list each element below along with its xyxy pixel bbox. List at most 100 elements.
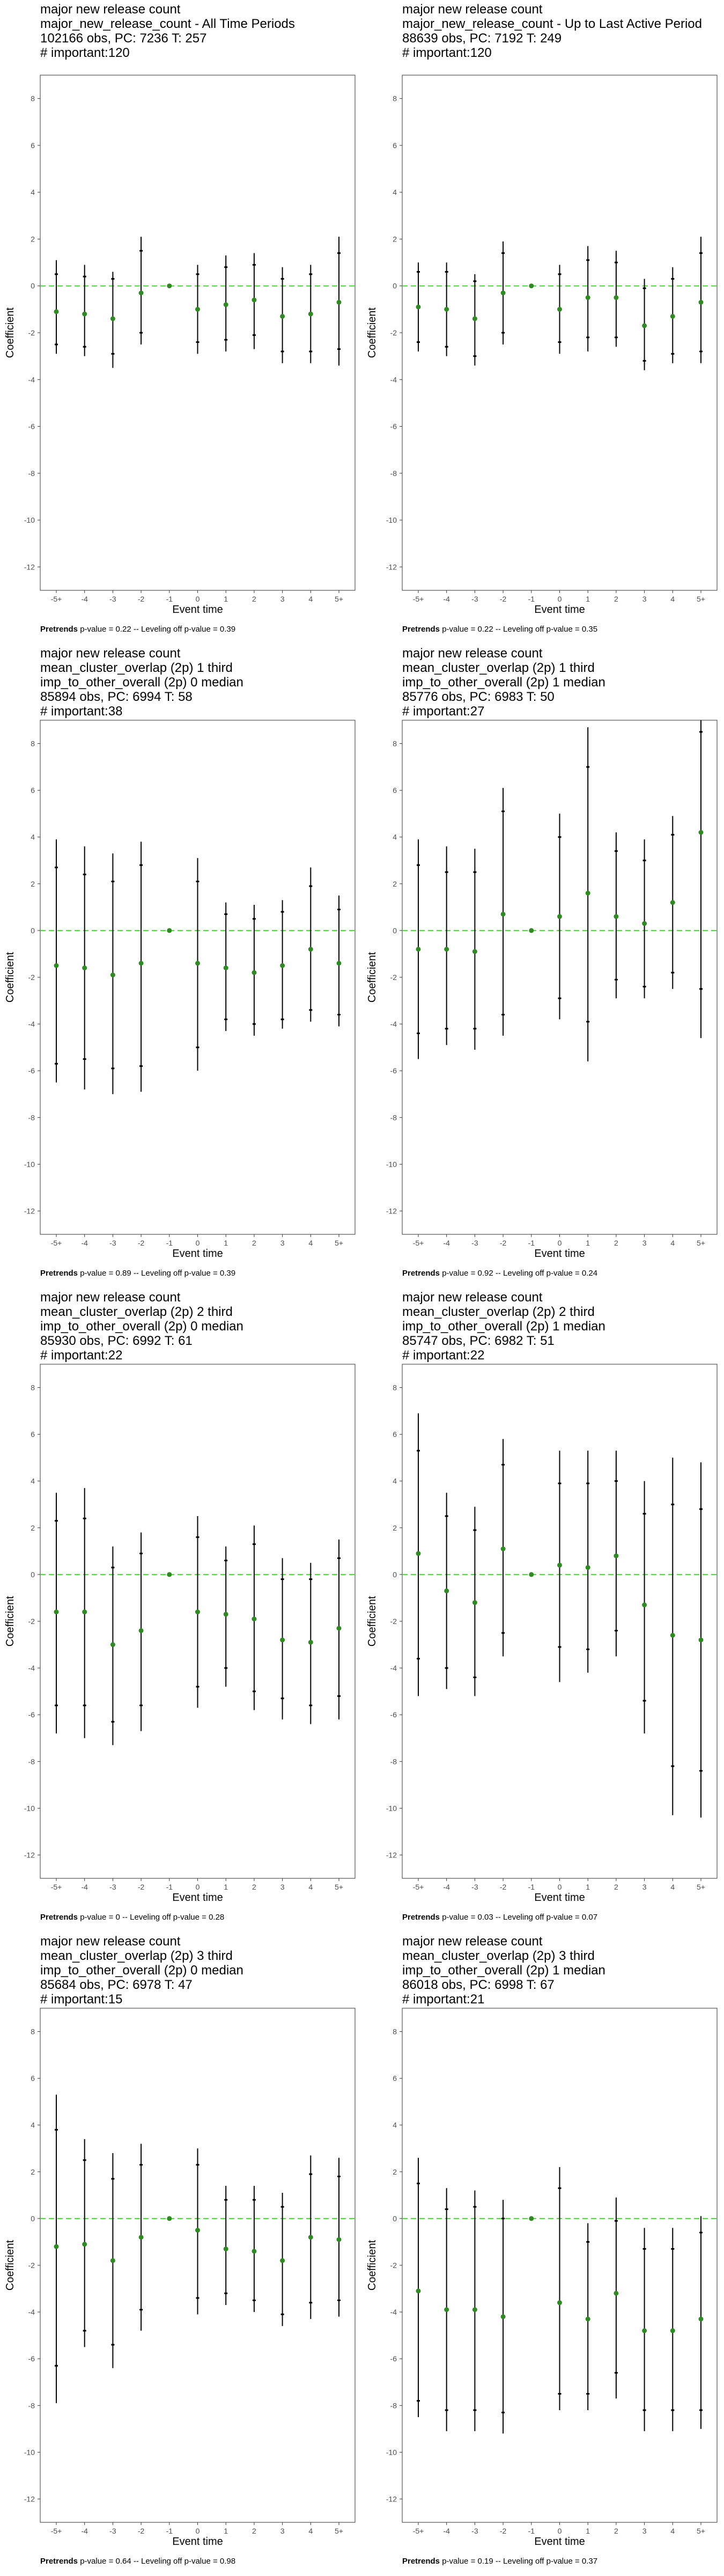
pretrends-label: Pretrends [402,2557,440,2566]
y-tick-label: 8 [393,1384,397,1392]
coefficient-point [110,972,115,978]
x-tick-label: -1 [166,1883,173,1891]
y-tick-label: -2 [390,973,397,982]
coefficient-point [416,1551,421,1556]
coefficient-point [585,2316,590,2322]
panel-title-line: 85747 obs, PC: 6982 T: 51 [402,1334,555,1348]
coefficient-point [529,1572,534,1577]
y-tick-label: 2 [31,880,35,888]
panel-title-line: major new release count [402,1290,543,1305]
y-tick-label: -6 [28,2354,35,2363]
y-tick-label: 0 [31,2214,35,2223]
coefficient-point [529,928,534,933]
x-tick-label: -1 [166,1239,173,1247]
pvalue-text: p-value = 0.92 -- Leveling off p-value =… [440,1269,598,1278]
coefficient-point [195,2228,200,2233]
x-tick-label: 0 [196,1239,200,1247]
coefficient-point [472,1600,477,1605]
y-tick-label: 0 [31,282,35,290]
x-tick-label: 0 [558,595,562,603]
y-tick-label: -6 [390,1710,397,1719]
coefficient-point [670,1633,675,1638]
coefficient-point [614,295,619,301]
panel-title: major new release count mean_cluster_over… [40,1290,243,1363]
y-tick-label: -6 [28,422,35,431]
panel-title-line: major new release count [40,1934,181,1949]
coefficient-point [500,1546,506,1552]
y-tick-label: -10 [386,1804,397,1812]
coefficient-point [670,313,675,319]
panel-title-line: imp_to_other_overall (2p) 1 median [402,1319,605,1334]
pvalue-text: p-value = 0.22 -- Leveling off p-value =… [440,625,598,634]
panel-title-line: imp_to_other_overall (2p) 1 median [402,1963,605,1978]
x-tick-label: 4 [670,595,675,603]
y-tick-label: 0 [393,2214,397,2223]
coefficient-point [223,2246,228,2252]
x-tick-label: 3 [642,1883,647,1891]
y-tick-label: -2 [28,973,35,982]
x-tick-label: 2 [614,595,618,603]
x-tick-label: 1 [586,1239,590,1247]
y-tick-label: 2 [393,1524,397,1532]
coefficient-point [308,1640,313,1645]
x-tick-label: -1 [528,1883,535,1891]
x-tick-label: 4 [308,595,313,603]
coefficient-point [416,947,421,952]
panel-title-line: 102166 obs, PC: 7236 T: 257 [40,31,207,46]
panel-title-line: major new release count [402,646,543,661]
y-tick-label: 0 [393,926,397,935]
x-tick-label: -5+ [51,1883,62,1891]
coefficient-point [698,1637,704,1643]
coefficient-point [252,297,257,303]
y-tick-label: 4 [393,188,397,196]
x-tick-label: 0 [558,1883,562,1891]
coefficient-point [557,914,562,919]
coefficient-point [670,2328,675,2333]
y-tick-label: -10 [386,516,397,524]
y-tick-label: -4 [390,1664,397,1672]
panel-title: major new release count mean_cluster_over… [402,646,605,719]
pvalue-footer: Pretrends p-value = 0.22 -- Leveling off… [40,625,235,634]
pvalue-footer: Pretrends p-value = 0.19 -- Leveling off… [402,2557,597,2566]
y-tick-label: -2 [28,2261,35,2270]
y-tick-label: -6 [390,422,397,431]
coefficient-point [308,311,313,317]
x-axis-title: Event time [172,1248,223,1260]
x-tick-label: 3 [280,1883,285,1891]
panel-title-line: mean_cluster_overlap (2p) 1 third [40,661,233,675]
x-tick-label: -4 [81,595,88,603]
x-tick-label: 4 [308,1239,313,1247]
coefficient-point [195,1609,200,1615]
x-tick-label: -2 [500,1239,507,1247]
x-tick-label: 3 [280,2527,285,2535]
coefficient-point [698,830,704,835]
coefficient-point [195,961,200,966]
panel-title-line: major_new_release_count - Up to Last Act… [402,17,702,31]
coefficient-point [698,2316,704,2322]
x-tick-label: -5+ [51,2527,62,2535]
panel-title-line: # important:38 [40,704,123,719]
y-tick-label: 6 [393,786,397,795]
x-tick-label: 1 [586,1883,590,1891]
x-tick-label: 0 [196,1883,200,1891]
panel-title-line: 86018 obs, PC: 6998 T: 67 [402,1978,555,1992]
x-tick-label: 4 [308,2527,313,2535]
x-tick-label: -5+ [413,1239,424,1247]
x-tick-label: 3 [642,595,647,603]
panel-title-line: major new release count [402,2,543,17]
y-tick-label: -2 [28,328,35,337]
x-tick-label: 2 [614,1239,618,1247]
coefficient-point [82,965,87,971]
y-tick-label: -10 [24,1160,35,1168]
panel-title: major new release count major_new_release… [40,2,295,60]
y-tick-label: -10 [24,1804,35,1812]
x-tick-label: -4 [443,2527,450,2535]
x-tick-label: 1 [224,595,228,603]
pvalue-text: p-value = 0.19 -- Leveling off p-value =… [440,2557,598,2566]
panel-title-line: major new release count [40,1290,181,1305]
coefficient-point [223,1612,228,1617]
coefficient-point [110,2258,115,2263]
x-axis-title: Event time [534,1248,585,1260]
